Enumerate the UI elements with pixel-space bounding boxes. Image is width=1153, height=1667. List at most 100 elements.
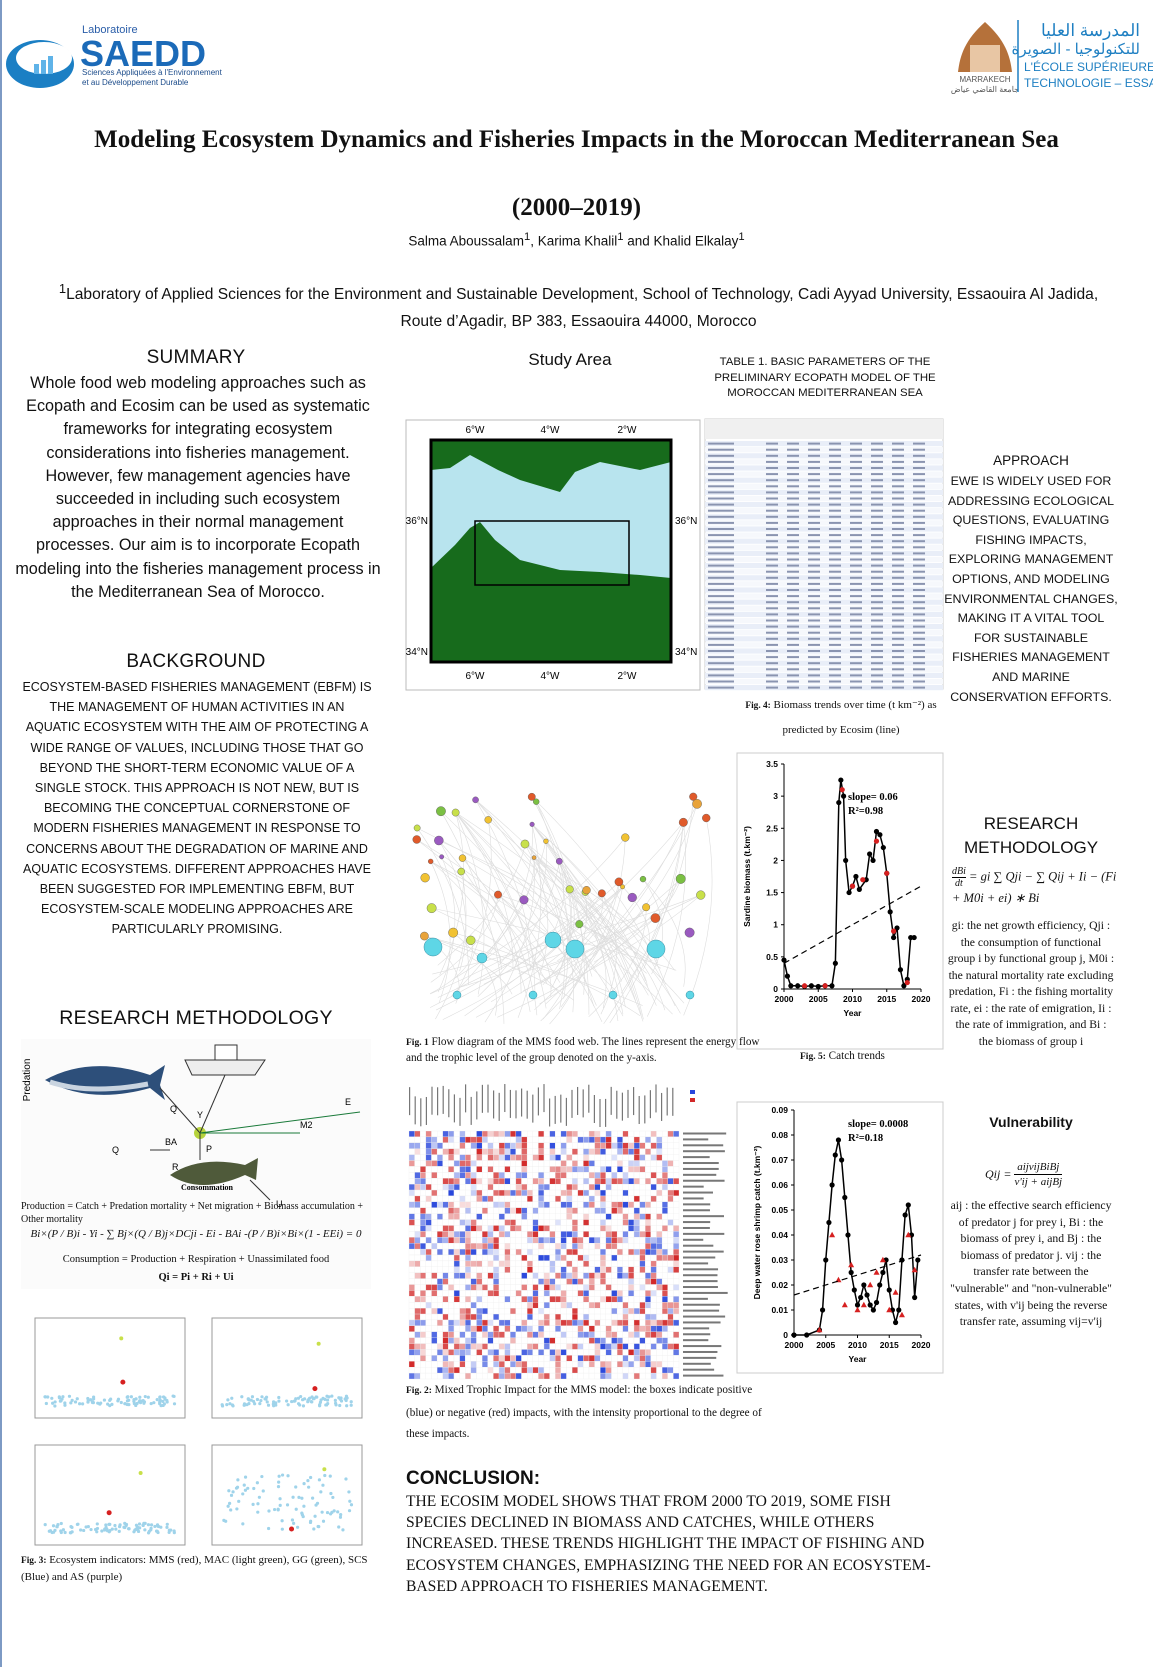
impact-cell: [673, 1326, 679, 1332]
panel-dot: [108, 1529, 111, 1532]
impact-cell: [561, 1261, 567, 1267]
impact-cell: [465, 1344, 471, 1350]
panel-dot: [169, 1528, 172, 1531]
impact-cell: [567, 1225, 573, 1231]
table-row: [705, 636, 943, 641]
impact-cell: [651, 1208, 657, 1214]
impact-cell: [460, 1373, 466, 1379]
logo-line: et au Développement Durable: [82, 78, 189, 87]
group-node: [521, 840, 529, 848]
impact-cell: [415, 1296, 421, 1302]
impact-cell: [544, 1367, 550, 1373]
y-tick-label: 0.09: [771, 1105, 788, 1115]
impact-cell: [538, 1279, 544, 1285]
impact-cell: [657, 1261, 663, 1267]
impact-cell: [662, 1314, 668, 1320]
impact-cell: [460, 1255, 466, 1261]
impact-cell: [662, 1143, 668, 1149]
table-cell-text: [871, 449, 883, 451]
impact-cell: [443, 1220, 449, 1226]
panel-dot: [286, 1503, 289, 1506]
impact-cell: [612, 1344, 618, 1350]
impact-cell: [522, 1131, 528, 1137]
impact-cell: [606, 1196, 612, 1202]
impact-cell: [555, 1143, 561, 1149]
impact-cell: [426, 1338, 432, 1344]
impact-cell: [578, 1196, 584, 1202]
parameter-table: [705, 419, 943, 690]
impact-cell: [499, 1155, 505, 1161]
impact-cell: [673, 1166, 679, 1172]
impact-cell: [533, 1320, 539, 1326]
impact-cell: [471, 1214, 477, 1220]
impact-cell: [645, 1326, 651, 1332]
impact-cell: [477, 1267, 483, 1273]
impact-cell: [471, 1367, 477, 1373]
impact-cell: [471, 1155, 477, 1161]
impact-cell: [651, 1220, 657, 1226]
impact-cell: [426, 1249, 432, 1255]
table-cell-text: [808, 589, 820, 591]
impact-cell: [595, 1349, 601, 1355]
table-cell-text: [913, 546, 925, 548]
panel-dot: [225, 1403, 228, 1406]
impact-cell: [561, 1290, 567, 1296]
impact-cell: [645, 1285, 651, 1291]
panel-dot: [52, 1531, 55, 1534]
impact-cell: [510, 1161, 516, 1167]
impact-cell: [651, 1355, 657, 1361]
panel-dot: [307, 1398, 310, 1401]
impact-cell: [657, 1367, 663, 1373]
table-cell-text: [850, 571, 862, 573]
impact-cell: [443, 1208, 449, 1214]
table-row: [705, 642, 943, 647]
impact-cell: [499, 1231, 505, 1237]
impact-cell: [482, 1249, 488, 1255]
panel-dot: [258, 1496, 261, 1499]
impact-cell: [623, 1320, 629, 1326]
impact-cell: [493, 1155, 499, 1161]
impact-cell: [673, 1143, 679, 1149]
impact-cell: [572, 1166, 578, 1172]
impact-cell: [589, 1149, 595, 1155]
impact-cell: [668, 1184, 674, 1190]
table-cell-text: [913, 528, 925, 530]
impact-cell: [561, 1349, 567, 1355]
impact-cell: [612, 1190, 618, 1196]
impact-cell: [544, 1249, 550, 1255]
impact-cell: [516, 1273, 522, 1279]
impact-cell: [578, 1302, 584, 1308]
impact-cell: [561, 1255, 567, 1261]
impact-cell: [567, 1178, 573, 1184]
impact-cell: [628, 1314, 634, 1320]
impact-cell: [612, 1285, 618, 1291]
diagram-label: E: [345, 1097, 351, 1107]
impact-cell: [657, 1361, 663, 1367]
impact-cell: [437, 1172, 443, 1178]
impact-cell: [510, 1279, 516, 1285]
impact-cell: [628, 1155, 634, 1161]
impact-cell: [628, 1184, 634, 1190]
impact-cell: [589, 1349, 595, 1355]
impact-cell: [673, 1361, 679, 1367]
section-heading: BACKGROUND: [16, 651, 376, 673]
impact-cell: [640, 1231, 646, 1237]
impact-cell: [533, 1208, 539, 1214]
impact-cell: [488, 1249, 494, 1255]
impact-cell: [409, 1326, 415, 1332]
column-label: [510, 1090, 511, 1118]
impact-cell: [420, 1255, 426, 1261]
impact-cell: [448, 1367, 454, 1373]
panel-dot: [317, 1342, 321, 1346]
panel-dot: [172, 1394, 175, 1397]
impact-cell: [443, 1243, 449, 1249]
impact-cell: [662, 1184, 668, 1190]
panel-dot: [309, 1521, 312, 1524]
impact-cell: [623, 1255, 629, 1261]
table-cell-text: [787, 638, 799, 640]
impact-cell: [657, 1131, 663, 1137]
impact-cell: [448, 1237, 454, 1243]
impact-cell: [409, 1367, 415, 1373]
impact-cell: [465, 1220, 471, 1226]
impact-cell: [420, 1344, 426, 1350]
